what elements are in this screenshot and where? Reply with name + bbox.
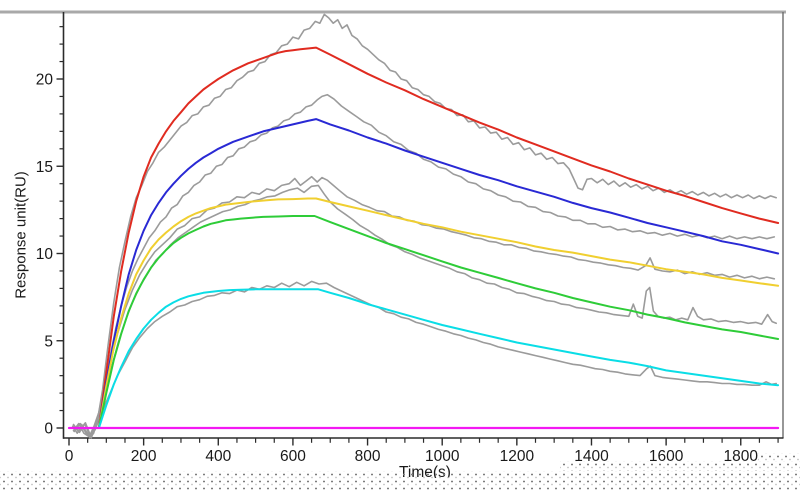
desktop-dots-pattern: [560, 461, 800, 471]
y-tick-label: 15: [36, 159, 53, 176]
series-data-gray-4: [73, 184, 778, 439]
y-tick-label: 20: [36, 72, 54, 89]
x-tick-label: 800: [355, 448, 381, 465]
y-axis-title: Response unit(RU): [12, 171, 30, 299]
x-tick-label: 1800: [724, 448, 759, 465]
x-tick-label: 400: [205, 448, 231, 465]
y-tick-label: 10: [36, 246, 54, 263]
plot-area: 0 200 400 600 800 1000 1200 1400 1600 1800 0 5 10 15 2…: [36, 13, 780, 465]
y-tick-label: 5: [44, 333, 53, 350]
x-tick-label: 1400: [574, 448, 609, 465]
series-data-gray-5: [72, 280, 778, 437]
desktop-dots-pattern: [758, 453, 800, 461]
x-tick-label: 0: [65, 448, 74, 465]
series-fit-red: [97, 46, 780, 429]
series-fit-cyan: [97, 288, 780, 429]
x-tick-label: 200: [131, 448, 157, 465]
x-tick-label: 600: [280, 448, 306, 465]
series-fit-green: [97, 215, 780, 429]
x-tick-label: 1600: [649, 448, 684, 465]
x-tick-label: 1200: [500, 448, 535, 465]
y-tick-label: 0: [44, 421, 53, 438]
series-data-gray-1: [71, 13, 778, 439]
desktop-dots-pattern: [0, 471, 800, 490]
series-data-gray-2: [72, 93, 776, 438]
series-fit-yellow: [97, 197, 780, 429]
series-fit-blue: [97, 118, 780, 429]
x-tick-label: 1000: [425, 448, 460, 465]
